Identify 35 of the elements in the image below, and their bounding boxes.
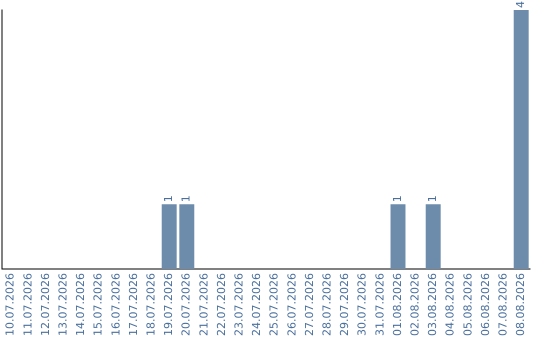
x-tick-label: 05.08.2026 [461, 273, 474, 336]
x-tick-label: 13.07.2026 [56, 273, 70, 336]
x-tick-label: 17.07.2026 [126, 273, 140, 336]
x-tick-label: 16.07.2026 [109, 273, 122, 336]
x-tick-label: 24.07.2026 [250, 273, 264, 336]
x-tick-label: 20.07.2026 [180, 273, 193, 336]
data-label: 1 [426, 195, 440, 202]
x-tick-label: 21.07.2026 [197, 273, 210, 336]
data-label: 1 [390, 195, 404, 202]
data-label: 4 [514, 1, 528, 8]
x-tick-label: 10.07.2026 [4, 273, 17, 336]
x-tick-label: 22.07.2026 [214, 273, 228, 336]
x-tick-label: 18.07.2026 [144, 273, 158, 336]
x-tick-label: 23.07.2026 [232, 273, 246, 336]
x-tick-label: 07.08.2026 [496, 273, 510, 336]
x-tick-label: 30.07.2026 [356, 273, 369, 336]
x-tick-label: 25.07.2026 [268, 273, 281, 336]
x-tick-label: 11.07.2026 [21, 273, 34, 336]
x-tick-label: 04.08.2026 [444, 273, 457, 336]
x-tick-label: 08.08.2026 [514, 273, 528, 336]
x-tick-label: 14.07.2026 [74, 273, 88, 336]
x-tick-label: 31.07.2026 [373, 273, 386, 336]
x-tick-label: 27.07.2026 [302, 273, 316, 336]
x-tick-label: 02.08.2026 [408, 273, 422, 336]
x-tick-label: 03.08.2026 [426, 273, 440, 336]
x-tick-label: 28.07.2026 [320, 273, 334, 336]
x-tick-label: 26.07.2026 [285, 273, 298, 336]
x-tick-label: 29.07.2026 [338, 273, 352, 336]
data-label: 1 [180, 195, 193, 202]
x-tick-label: 15.07.2026 [92, 273, 105, 336]
data-label: 1 [162, 195, 176, 202]
x-tick-label: 19.07.2026 [162, 273, 176, 336]
x-tick-label: 06.08.2026 [478, 273, 492, 336]
x-tick-label: 01.08.2026 [390, 273, 404, 336]
x-tick-label: 12.07.2026 [38, 273, 52, 336]
